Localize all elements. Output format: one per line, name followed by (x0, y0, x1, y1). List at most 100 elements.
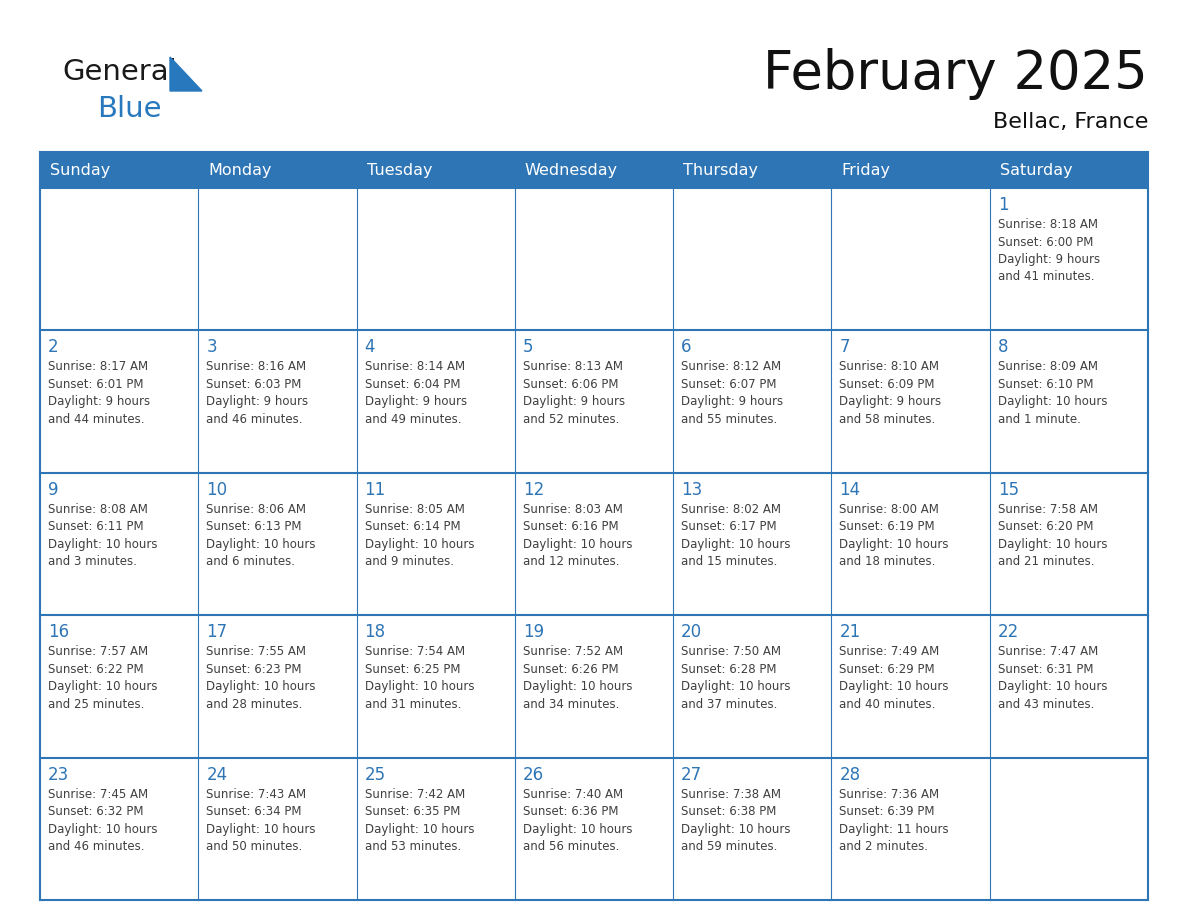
Text: Sunrise: 8:09 AM
Sunset: 6:10 PM
Daylight: 10 hours
and 1 minute.: Sunrise: 8:09 AM Sunset: 6:10 PM Dayligh… (998, 361, 1107, 426)
Text: 21: 21 (840, 623, 860, 641)
Text: 14: 14 (840, 481, 860, 498)
Bar (356, 188, 514, 330)
Text: Sunrise: 8:08 AM
Sunset: 6:11 PM
Daylight: 10 hours
and 3 minutes.: Sunrise: 8:08 AM Sunset: 6:11 PM Dayligh… (48, 503, 158, 568)
Bar (514, 188, 674, 330)
Text: Wednesday: Wednesday (525, 162, 618, 177)
Bar (990, 757, 1148, 900)
Text: Sunrise: 8:00 AM
Sunset: 6:19 PM
Daylight: 10 hours
and 18 minutes.: Sunrise: 8:00 AM Sunset: 6:19 PM Dayligh… (840, 503, 949, 568)
Text: Monday: Monday (208, 162, 272, 177)
Bar (674, 188, 832, 330)
Polygon shape (170, 57, 202, 91)
Text: Sunrise: 7:50 AM
Sunset: 6:28 PM
Daylight: 10 hours
and 37 minutes.: Sunrise: 7:50 AM Sunset: 6:28 PM Dayligh… (681, 645, 791, 711)
Text: Sunrise: 7:45 AM
Sunset: 6:32 PM
Daylight: 10 hours
and 46 minutes.: Sunrise: 7:45 AM Sunset: 6:32 PM Dayligh… (48, 788, 158, 853)
Text: 16: 16 (48, 623, 69, 641)
Text: 23: 23 (48, 766, 69, 784)
Text: Sunrise: 8:16 AM
Sunset: 6:03 PM
Daylight: 9 hours
and 46 minutes.: Sunrise: 8:16 AM Sunset: 6:03 PM Dayligh… (207, 361, 309, 426)
Text: 19: 19 (523, 623, 544, 641)
Bar (40, 152, 1148, 188)
Bar (832, 188, 990, 330)
Text: Saturday: Saturday (1000, 162, 1073, 177)
Text: Sunrise: 7:49 AM
Sunset: 6:29 PM
Daylight: 10 hours
and 40 minutes.: Sunrise: 7:49 AM Sunset: 6:29 PM Dayligh… (840, 645, 949, 711)
Text: Sunrise: 7:47 AM
Sunset: 6:31 PM
Daylight: 10 hours
and 43 minutes.: Sunrise: 7:47 AM Sunset: 6:31 PM Dayligh… (998, 645, 1107, 711)
Text: General: General (62, 58, 177, 86)
Text: 12: 12 (523, 481, 544, 498)
Text: Blue: Blue (97, 95, 162, 123)
Bar (356, 757, 514, 900)
Bar (514, 757, 674, 900)
Text: Sunrise: 8:02 AM
Sunset: 6:17 PM
Daylight: 10 hours
and 15 minutes.: Sunrise: 8:02 AM Sunset: 6:17 PM Dayligh… (681, 503, 791, 568)
Text: Sunrise: 7:54 AM
Sunset: 6:25 PM
Daylight: 10 hours
and 31 minutes.: Sunrise: 7:54 AM Sunset: 6:25 PM Dayligh… (365, 645, 474, 711)
Bar (674, 330, 832, 473)
Bar (832, 615, 990, 757)
Text: 18: 18 (365, 623, 386, 641)
Bar (674, 615, 832, 757)
Text: 22: 22 (998, 623, 1019, 641)
Bar (198, 188, 356, 330)
Bar (990, 615, 1148, 757)
Text: Sunrise: 7:36 AM
Sunset: 6:39 PM
Daylight: 11 hours
and 2 minutes.: Sunrise: 7:36 AM Sunset: 6:39 PM Dayligh… (840, 788, 949, 853)
Text: 26: 26 (523, 766, 544, 784)
Bar (198, 473, 356, 615)
Bar (514, 330, 674, 473)
Text: Sunrise: 7:40 AM
Sunset: 6:36 PM
Daylight: 10 hours
and 56 minutes.: Sunrise: 7:40 AM Sunset: 6:36 PM Dayligh… (523, 788, 632, 853)
Text: Sunrise: 7:52 AM
Sunset: 6:26 PM
Daylight: 10 hours
and 34 minutes.: Sunrise: 7:52 AM Sunset: 6:26 PM Dayligh… (523, 645, 632, 711)
Text: Sunrise: 8:05 AM
Sunset: 6:14 PM
Daylight: 10 hours
and 9 minutes.: Sunrise: 8:05 AM Sunset: 6:14 PM Dayligh… (365, 503, 474, 568)
Bar (990, 188, 1148, 330)
Text: 13: 13 (681, 481, 702, 498)
Text: 15: 15 (998, 481, 1019, 498)
Bar (40, 330, 198, 473)
Bar (356, 615, 514, 757)
Text: Sunrise: 7:43 AM
Sunset: 6:34 PM
Daylight: 10 hours
and 50 minutes.: Sunrise: 7:43 AM Sunset: 6:34 PM Dayligh… (207, 788, 316, 853)
Text: Sunrise: 8:18 AM
Sunset: 6:00 PM
Daylight: 9 hours
and 41 minutes.: Sunrise: 8:18 AM Sunset: 6:00 PM Dayligh… (998, 218, 1100, 284)
Bar (40, 473, 198, 615)
Text: Sunrise: 8:10 AM
Sunset: 6:09 PM
Daylight: 9 hours
and 58 minutes.: Sunrise: 8:10 AM Sunset: 6:09 PM Dayligh… (840, 361, 942, 426)
Text: February 2025: February 2025 (763, 48, 1148, 100)
Text: Sunrise: 8:17 AM
Sunset: 6:01 PM
Daylight: 9 hours
and 44 minutes.: Sunrise: 8:17 AM Sunset: 6:01 PM Dayligh… (48, 361, 150, 426)
Text: Sunrise: 8:14 AM
Sunset: 6:04 PM
Daylight: 9 hours
and 49 minutes.: Sunrise: 8:14 AM Sunset: 6:04 PM Dayligh… (365, 361, 467, 426)
Text: 9: 9 (48, 481, 58, 498)
Bar (674, 757, 832, 900)
Text: Sunrise: 8:12 AM
Sunset: 6:07 PM
Daylight: 9 hours
and 55 minutes.: Sunrise: 8:12 AM Sunset: 6:07 PM Dayligh… (681, 361, 783, 426)
Bar (198, 330, 356, 473)
Text: Sunrise: 7:42 AM
Sunset: 6:35 PM
Daylight: 10 hours
and 53 minutes.: Sunrise: 7:42 AM Sunset: 6:35 PM Dayligh… (365, 788, 474, 853)
Text: Tuesday: Tuesday (367, 162, 432, 177)
Text: 4: 4 (365, 339, 375, 356)
Text: 25: 25 (365, 766, 386, 784)
Bar (514, 615, 674, 757)
Text: 28: 28 (840, 766, 860, 784)
Bar (356, 330, 514, 473)
Text: 10: 10 (207, 481, 227, 498)
Text: Sunrise: 8:03 AM
Sunset: 6:16 PM
Daylight: 10 hours
and 12 minutes.: Sunrise: 8:03 AM Sunset: 6:16 PM Dayligh… (523, 503, 632, 568)
Text: 2: 2 (48, 339, 58, 356)
Text: Sunrise: 7:55 AM
Sunset: 6:23 PM
Daylight: 10 hours
and 28 minutes.: Sunrise: 7:55 AM Sunset: 6:23 PM Dayligh… (207, 645, 316, 711)
Text: Friday: Friday (841, 162, 891, 177)
Text: 7: 7 (840, 339, 849, 356)
Text: Sunrise: 8:06 AM
Sunset: 6:13 PM
Daylight: 10 hours
and 6 minutes.: Sunrise: 8:06 AM Sunset: 6:13 PM Dayligh… (207, 503, 316, 568)
Bar (832, 473, 990, 615)
Bar (40, 757, 198, 900)
Bar (40, 188, 198, 330)
Text: Sunrise: 7:38 AM
Sunset: 6:38 PM
Daylight: 10 hours
and 59 minutes.: Sunrise: 7:38 AM Sunset: 6:38 PM Dayligh… (681, 788, 791, 853)
Text: 8: 8 (998, 339, 1009, 356)
Text: Thursday: Thursday (683, 162, 758, 177)
Bar (514, 473, 674, 615)
Text: 17: 17 (207, 623, 227, 641)
Bar (990, 473, 1148, 615)
Text: Sunday: Sunday (50, 162, 110, 177)
Bar (198, 757, 356, 900)
Text: 27: 27 (681, 766, 702, 784)
Text: Sunrise: 7:58 AM
Sunset: 6:20 PM
Daylight: 10 hours
and 21 minutes.: Sunrise: 7:58 AM Sunset: 6:20 PM Dayligh… (998, 503, 1107, 568)
Text: 5: 5 (523, 339, 533, 356)
Text: 6: 6 (681, 339, 691, 356)
Text: Bellac, France: Bellac, France (993, 112, 1148, 132)
Text: Sunrise: 8:13 AM
Sunset: 6:06 PM
Daylight: 9 hours
and 52 minutes.: Sunrise: 8:13 AM Sunset: 6:06 PM Dayligh… (523, 361, 625, 426)
Bar (832, 330, 990, 473)
Text: Sunrise: 7:57 AM
Sunset: 6:22 PM
Daylight: 10 hours
and 25 minutes.: Sunrise: 7:57 AM Sunset: 6:22 PM Dayligh… (48, 645, 158, 711)
Bar (356, 473, 514, 615)
Text: 1: 1 (998, 196, 1009, 214)
Text: 24: 24 (207, 766, 227, 784)
Text: 20: 20 (681, 623, 702, 641)
Text: 3: 3 (207, 339, 217, 356)
Text: 11: 11 (365, 481, 386, 498)
Bar (990, 330, 1148, 473)
